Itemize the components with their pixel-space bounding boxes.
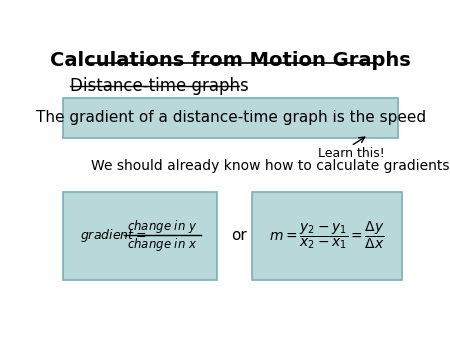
Text: change in $y$: change in $y$ (127, 218, 198, 235)
Text: $\mathit{gradient} =$: $\mathit{gradient} =$ (80, 227, 146, 244)
Text: We should already know how to calculate gradients:: We should already know how to calculate … (91, 159, 450, 173)
Text: $m = \dfrac{y_2 - y_1}{x_2 - x_1} = \dfrac{\Delta y}{\Delta x}$: $m = \dfrac{y_2 - y_1}{x_2 - x_1} = \dfr… (269, 219, 384, 251)
FancyBboxPatch shape (63, 192, 217, 280)
Text: change in $x$: change in $x$ (127, 236, 198, 252)
Text: Calculations from Motion Graphs: Calculations from Motion Graphs (50, 51, 411, 70)
Text: Learn this!: Learn this! (318, 147, 384, 160)
Text: or: or (231, 228, 247, 243)
Text: Distance-time graphs: Distance-time graphs (70, 77, 249, 95)
FancyBboxPatch shape (63, 98, 398, 138)
FancyBboxPatch shape (252, 192, 401, 280)
Text: The gradient of a distance-time graph is the speed: The gradient of a distance-time graph is… (36, 111, 426, 125)
